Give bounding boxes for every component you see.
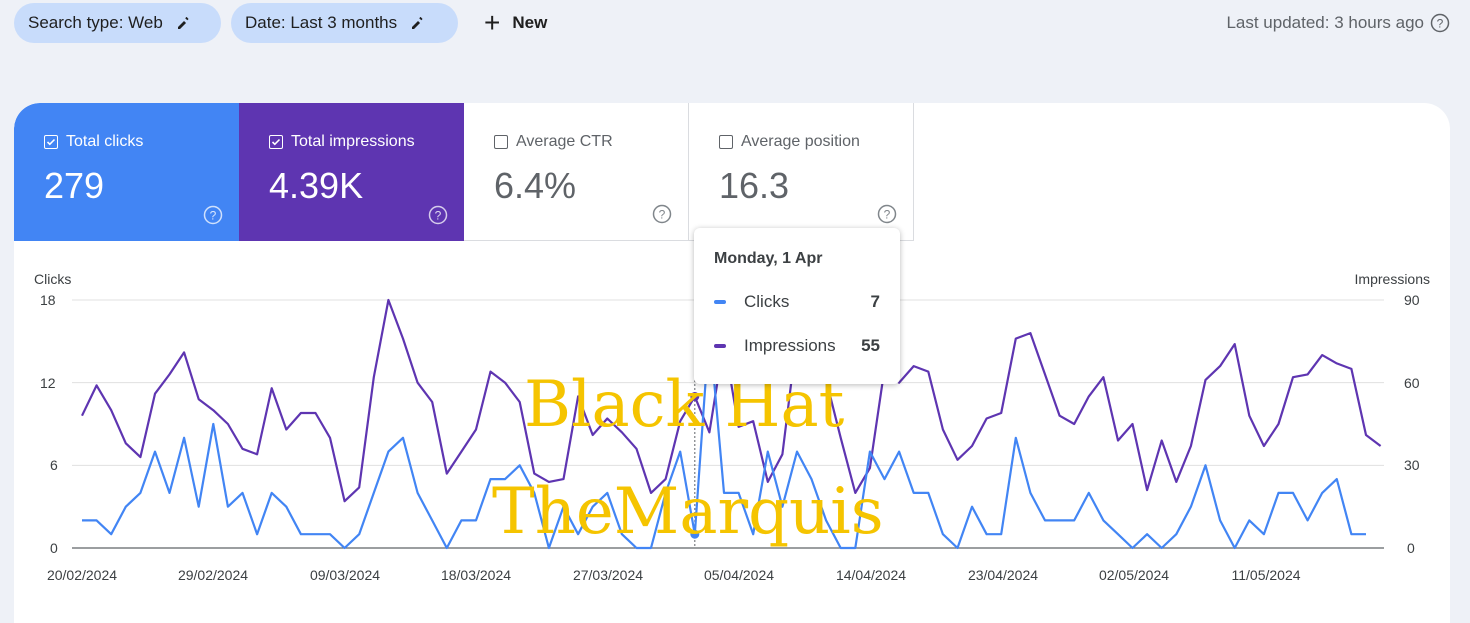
right-tick-label: 60 bbox=[1404, 375, 1420, 391]
left-tick-label: 6 bbox=[50, 457, 58, 473]
edit-pencil-icon bbox=[177, 17, 189, 29]
clicks-legend-swatch bbox=[714, 300, 726, 304]
left-tick-label: 12 bbox=[40, 375, 56, 391]
x-tick-label: 09/03/2024 bbox=[309, 567, 381, 583]
impressions-highlight-point bbox=[690, 391, 700, 401]
chart-tooltip: Monday, 1 Apr Clicks 7 Impressions 55 bbox=[694, 228, 900, 384]
tooltip-series-value: 55 bbox=[861, 336, 880, 355]
metric-label: Average position bbox=[741, 133, 860, 150]
clicks-series-line bbox=[82, 326, 1366, 550]
left-tick-label: 18 bbox=[40, 292, 56, 308]
left-axis-title: Clicks bbox=[34, 271, 72, 287]
x-tick-label: 14/04/2024 bbox=[835, 567, 907, 583]
search-type-label: Search type: Web bbox=[28, 13, 163, 32]
help-icon[interactable]: ? bbox=[428, 205, 448, 225]
tooltip-series-value: 7 bbox=[870, 292, 880, 311]
metric-value: 4.39K bbox=[269, 165, 364, 206]
tooltip-row-impressions: Impressions 55 bbox=[714, 336, 880, 356]
right-tick-label: 0 bbox=[1407, 540, 1415, 556]
tooltip-series-name: Impressions bbox=[744, 336, 836, 355]
right-axis-title: Impressions bbox=[1354, 271, 1430, 287]
right-tick-label: 30 bbox=[1404, 457, 1420, 473]
checkbox-checked-icon[interactable] bbox=[269, 135, 283, 149]
x-tick-label: 02/05/2024 bbox=[1098, 567, 1170, 583]
help-icon[interactable]: ? bbox=[877, 204, 897, 224]
impressions-series-line bbox=[81, 298, 1382, 503]
last-updated-text: Last updated: 3 hours ago bbox=[1226, 13, 1424, 32]
search-type-filter-chip[interactable]: Search type: Web bbox=[14, 3, 221, 43]
checkbox-unchecked-icon[interactable] bbox=[719, 135, 733, 149]
x-tick-label: 05/04/2024 bbox=[703, 567, 775, 583]
metric-value: 6.4% bbox=[494, 165, 577, 206]
right-tick-label: 90 bbox=[1404, 292, 1420, 308]
metric-label: Total impressions bbox=[291, 133, 415, 150]
date-filter-chip[interactable]: Date: Last 3 months bbox=[231, 3, 458, 43]
metric-value: 16.3 bbox=[719, 165, 790, 206]
metric-label: Average CTR bbox=[516, 133, 613, 150]
help-icon[interactable]: ? bbox=[652, 204, 672, 224]
x-tick-label: 27/03/2024 bbox=[572, 567, 644, 583]
tooltip-series-name: Clicks bbox=[744, 292, 790, 311]
help-icon[interactable]: ? bbox=[1430, 13, 1450, 33]
metric-card-average-position[interactable]: Average position 16.3 ? bbox=[689, 103, 914, 241]
svg-text:?: ? bbox=[1437, 17, 1444, 31]
metric-card-total-impressions[interactable]: Total impressions 4.39K ? bbox=[239, 103, 464, 241]
clicks-highlight-point bbox=[690, 529, 700, 539]
plus-icon: + bbox=[484, 7, 501, 38]
metric-card-total-clicks[interactable]: Total clicks 279 ? bbox=[14, 103, 239, 241]
metric-label: Total clicks bbox=[66, 133, 144, 150]
impressions-legend-swatch bbox=[714, 344, 726, 348]
last-updated: Last updated: 3 hours ago ? bbox=[1226, 3, 1450, 43]
date-filter-label: Date: Last 3 months bbox=[245, 13, 398, 32]
x-tick-label: 20/02/2024 bbox=[46, 567, 118, 583]
tooltip-row-clicks: Clicks 7 bbox=[714, 292, 880, 312]
checkbox-unchecked-icon[interactable] bbox=[494, 135, 508, 149]
filter-bar: Search type: Web Date: Last 3 months + N… bbox=[14, 3, 1456, 43]
x-tick-label: 29/02/2024 bbox=[177, 567, 249, 583]
metric-value: 279 bbox=[44, 165, 105, 206]
svg-text:?: ? bbox=[884, 208, 891, 222]
x-tick-label: 18/03/2024 bbox=[440, 567, 512, 583]
left-tick-label: 0 bbox=[50, 540, 58, 556]
new-filter-label: New bbox=[512, 13, 548, 32]
svg-text:?: ? bbox=[435, 209, 442, 223]
metric-card-average-ctr[interactable]: Average CTR 6.4% ? bbox=[464, 103, 689, 241]
svg-text:?: ? bbox=[210, 209, 217, 223]
performance-panel: Total clicks 279 ? Total impressions 4.3… bbox=[14, 103, 1450, 623]
help-icon[interactable]: ? bbox=[203, 205, 223, 225]
edit-pencil-icon bbox=[412, 17, 423, 29]
x-tick-label: 11/05/2024 bbox=[1231, 567, 1301, 583]
x-tick-label: 23/04/2024 bbox=[967, 567, 1039, 583]
checkbox-checked-icon[interactable] bbox=[44, 135, 58, 149]
tooltip-date: Monday, 1 Apr bbox=[714, 250, 823, 267]
svg-text:?: ? bbox=[659, 208, 666, 222]
new-filter-button[interactable]: + New bbox=[484, 3, 547, 43]
